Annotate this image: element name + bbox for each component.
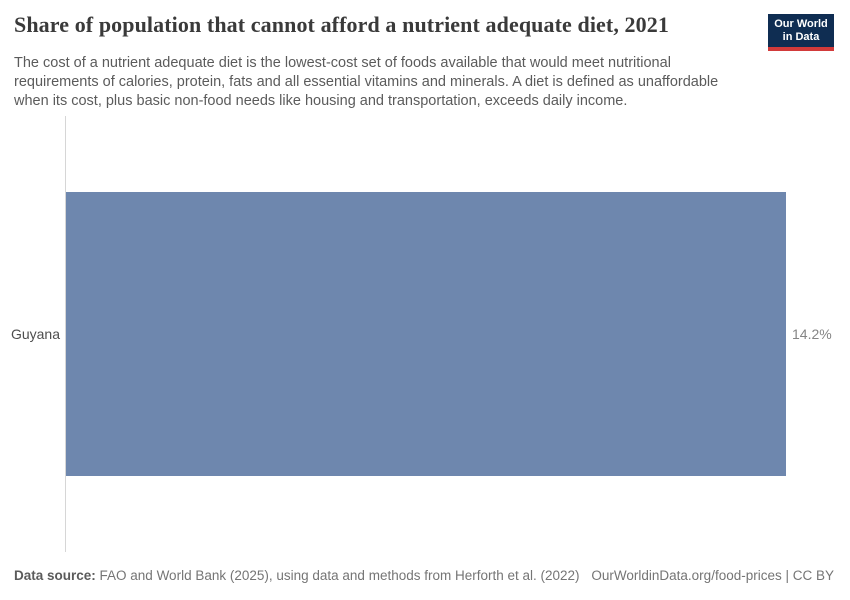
subtitle-line: when its cost, plus basic non-food needs… — [14, 93, 628, 109]
subtitle-line: requirements of calories, protein, fats … — [14, 74, 719, 90]
owid-logo-line2: in Data — [782, 31, 820, 43]
bar-guyana[interactable] — [66, 192, 786, 476]
chart-footer: Data source: FAO and World Bank (2025), … — [14, 567, 834, 584]
value-label: 14.2% — [792, 326, 832, 342]
owid-logo-line1: Our World — [774, 18, 828, 30]
owid-logo[interactable]: Our World in Data — [768, 14, 834, 51]
y-axis-line — [65, 116, 66, 552]
owid-url-license[interactable]: OurWorldinData.org/food-prices | CC BY — [591, 568, 834, 583]
chart-subtitle: The cost of a nutrient adequate diet is … — [14, 54, 759, 111]
plot-area: Guyana 14.2% — [0, 116, 850, 552]
chart-title: Share of population that cannot afford a… — [14, 12, 669, 37]
data-source-text: FAO and World Bank (2025), using data an… — [95, 568, 580, 583]
data-source-note: Data source: FAO and World Bank (2025), … — [14, 567, 580, 584]
subtitle-line: The cost of a nutrient adequate diet is … — [14, 55, 671, 71]
category-label: Guyana — [10, 326, 60, 342]
data-source-label: Data source: — [14, 568, 96, 583]
